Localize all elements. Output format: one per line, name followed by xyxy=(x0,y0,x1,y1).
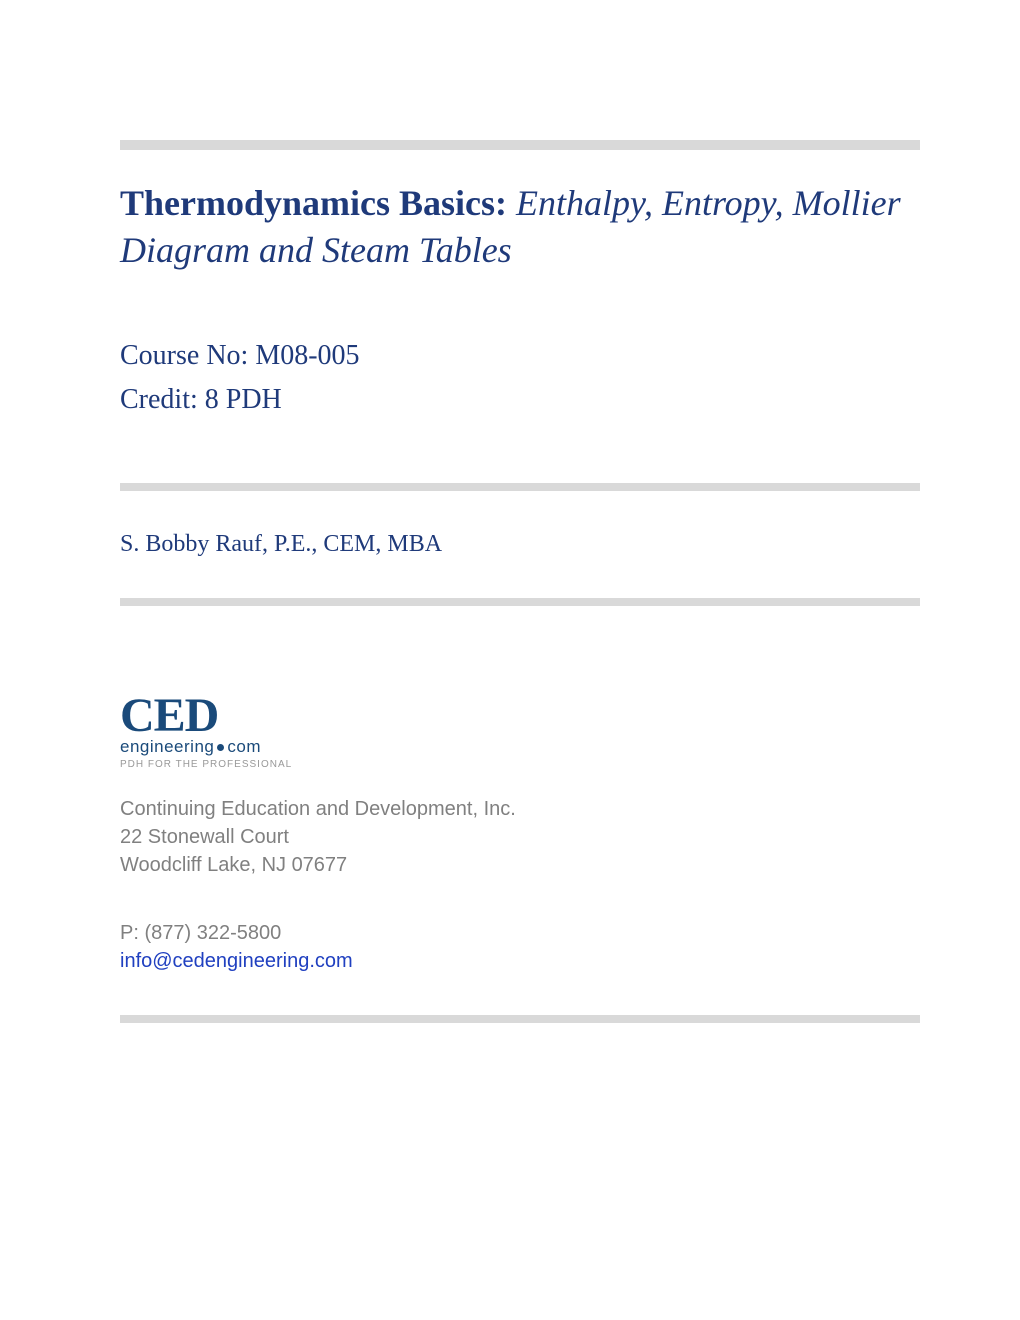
company-info: Continuing Education and Development, In… xyxy=(120,795,920,879)
top-divider xyxy=(120,140,920,150)
company-address-2: Woodcliff Lake, NJ 07677 xyxy=(120,851,920,879)
title-block: Thermodynamics Basics: Enthalpy, Entropy… xyxy=(120,180,920,274)
course-number: Course No: M08-005 xyxy=(120,334,920,379)
logo-subtext: engineering com xyxy=(120,737,920,757)
logo-sub-prefix: engineering xyxy=(120,737,214,756)
divider-2 xyxy=(120,598,920,606)
company-name: Continuing Education and Development, In… xyxy=(120,795,920,823)
author-name: S. Bobby Rauf, P.E., CEM, MBA xyxy=(120,531,920,558)
email-link[interactable]: info@cedengineering.com xyxy=(120,947,920,975)
course-info: Course No: M08-005 Credit: 8 PDH xyxy=(120,334,920,424)
contact-info: P: (877) 322-5800 info@cedengineering.co… xyxy=(120,919,920,975)
phone-number: P: (877) 322-5800 xyxy=(120,919,920,947)
logo-main-text: CED xyxy=(120,696,920,737)
divider-1 xyxy=(120,483,920,491)
logo-dot-icon xyxy=(217,744,224,751)
logo-sub-suffix: com xyxy=(227,737,261,756)
logo-tagline: PDH FOR THE PROFESSIONAL xyxy=(120,759,920,770)
title-main: Thermodynamics Basics: xyxy=(120,183,507,223)
author-block: S. Bobby Rauf, P.E., CEM, MBA xyxy=(120,531,920,558)
bottom-divider xyxy=(120,1015,920,1023)
logo: CED engineering com PDH FOR THE PROFESSIO… xyxy=(120,696,920,770)
company-address-1: 22 Stonewall Court xyxy=(120,823,920,851)
course-credit: Credit: 8 PDH xyxy=(120,378,920,423)
